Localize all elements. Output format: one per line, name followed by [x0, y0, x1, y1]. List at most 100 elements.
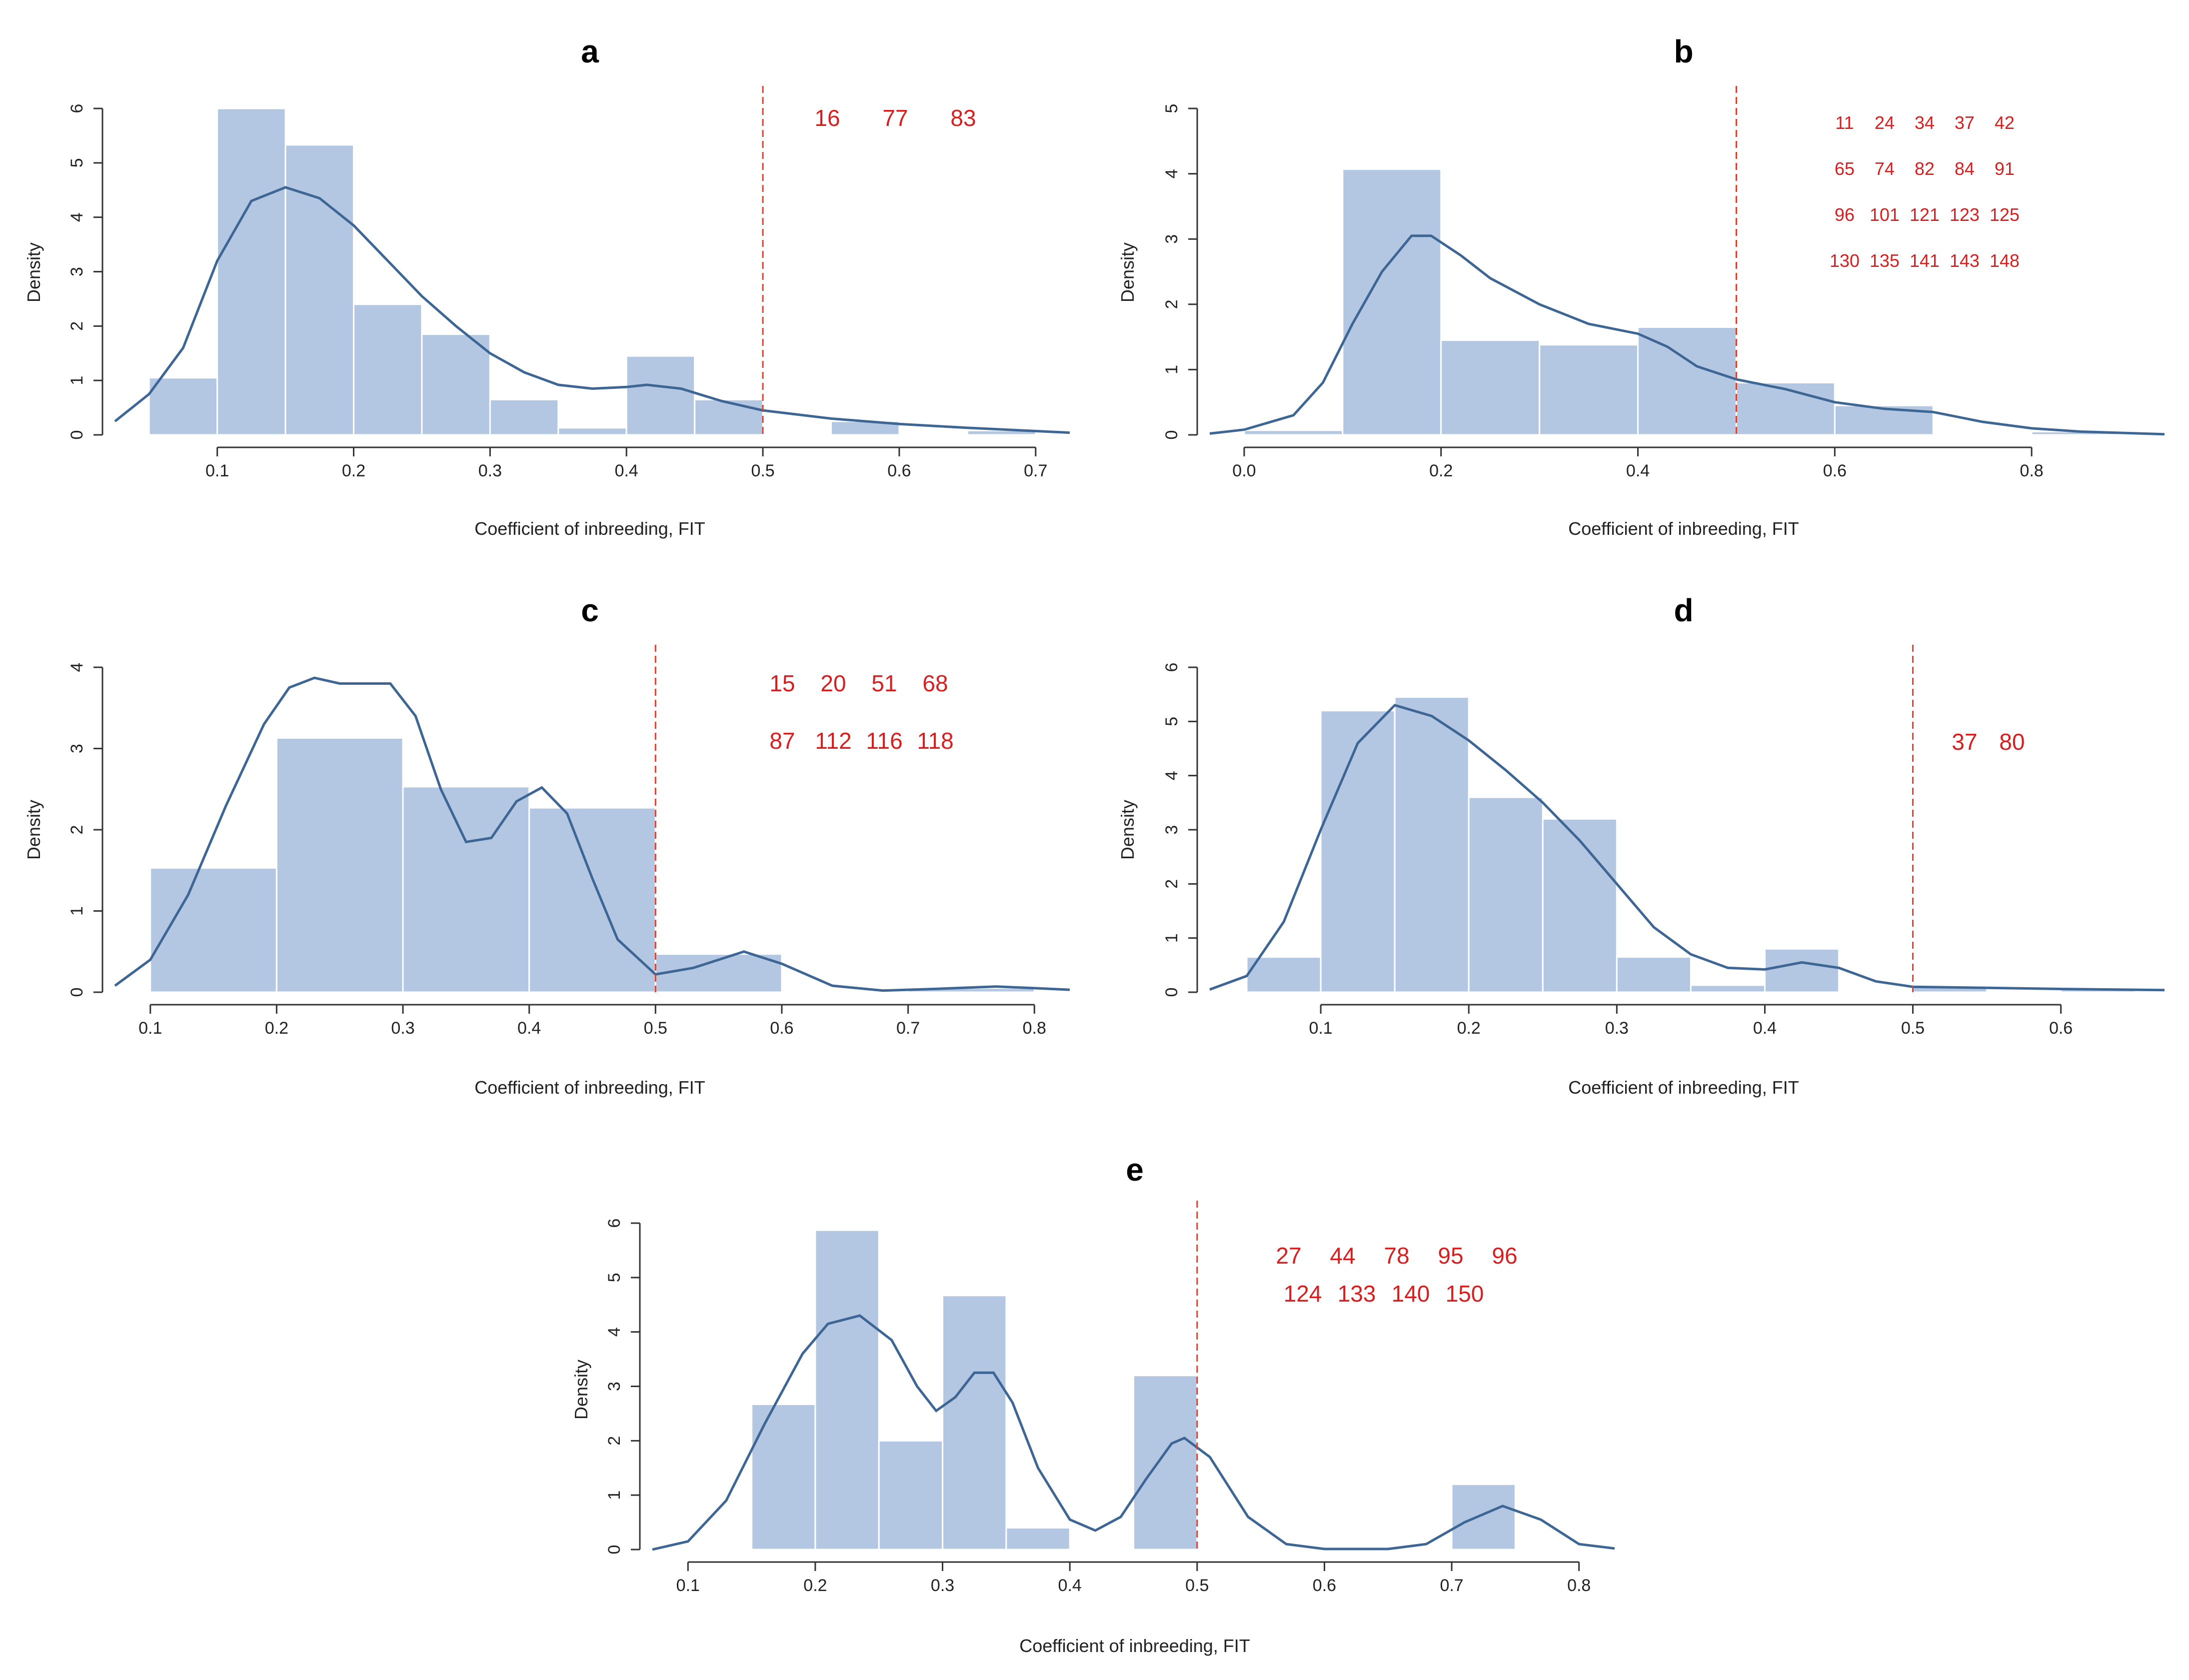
panel-letter: a	[581, 33, 599, 69]
histogram-bar	[421, 333, 491, 436]
histogram-bar	[489, 398, 559, 436]
sample-id-label: 116	[866, 728, 902, 754]
y-tick-label: 0	[1162, 430, 1181, 440]
sample-id-label: 143	[1950, 250, 1980, 271]
histogram-bar	[353, 303, 423, 436]
histogram-bar	[149, 867, 277, 993]
histogram-bar	[148, 377, 218, 436]
x-tick-label: 0.5	[644, 1019, 667, 1038]
x-tick-label: 0.5	[1185, 1576, 1209, 1595]
sample-id-label: 141	[1910, 250, 1940, 271]
y-tick-label: 2	[1162, 879, 1181, 889]
x-tick-label: 0.5	[1901, 1019, 1925, 1038]
y-tick-label: 4	[67, 663, 86, 672]
panel-b: b Coefficient of inbreeding, FIT Density…	[1117, 33, 2165, 539]
x-tick-label: 0.0	[1232, 461, 1256, 480]
y-tick-label: 5	[605, 1273, 624, 1282]
sample-id-label: 15	[769, 670, 795, 696]
histogram-bar	[814, 1229, 880, 1551]
y-tick-label: 0	[1162, 988, 1181, 997]
x-axis-label: Coefficient of inbreeding, FIT	[474, 1077, 705, 1098]
histogram-bar	[1440, 339, 1541, 436]
y-axis-label: Density	[571, 1360, 591, 1420]
y-tick-label: 3	[1162, 234, 1181, 244]
sample-id-label: 78	[1384, 1243, 1409, 1269]
y-tick-label: 0	[605, 1545, 624, 1555]
x-axis-label: Coefficient of inbreeding, FIT	[474, 518, 705, 539]
y-tick-label: 5	[1162, 104, 1181, 113]
y-tick-label: 3	[67, 267, 86, 276]
sample-id-label: 118	[917, 728, 953, 754]
sample-id-label: 150	[1446, 1281, 1484, 1307]
x-tick-label: 0.4	[1626, 461, 1650, 480]
x-tick-label: 0.8	[2020, 461, 2044, 480]
x-tick-label: 0.6	[770, 1019, 793, 1038]
x-tick-label: 0.4	[517, 1019, 541, 1038]
sample-id-label: 74	[1875, 158, 1895, 179]
y-tick-label: 3	[1162, 825, 1181, 835]
density-curve	[1209, 234, 2165, 436]
x-tick-label: 0.7	[1440, 1576, 1463, 1595]
histogram-bar	[1468, 796, 1544, 993]
sample-id-label: 11	[1835, 112, 1854, 133]
histogram-bar	[1616, 956, 1692, 993]
panel-d: d Coefficient of inbreeding, FIT Density…	[1117, 592, 2165, 1098]
histogram-bar	[1539, 344, 1639, 436]
sample-id-label: 123	[1950, 204, 1980, 225]
density-curve	[1209, 703, 2165, 992]
histogram-bar	[1394, 696, 1470, 993]
x-tick-label: 0.3	[1605, 1019, 1629, 1038]
x-tick-label: 0.2	[1457, 1019, 1481, 1038]
x-tick-label: 0.7	[1024, 461, 1047, 480]
y-tick-label: 3	[67, 744, 86, 753]
sample-id-label: 77	[882, 105, 908, 131]
sample-id-label: 42	[1995, 112, 2015, 133]
sample-id-label: 80	[1999, 729, 2025, 755]
x-tick-label: 0.3	[391, 1019, 414, 1038]
x-tick-label: 0.2	[342, 461, 365, 480]
sample-id-label: 135	[1870, 250, 1900, 271]
histogram-bar	[751, 1403, 816, 1551]
y-tick-label: 5	[67, 158, 86, 167]
y-tick-label: 2	[67, 321, 86, 331]
sample-id-label: 87	[769, 728, 795, 754]
sample-id-label: 83	[950, 105, 976, 131]
x-tick-label: 0.3	[931, 1576, 954, 1595]
panel-letter: e	[1126, 1152, 1144, 1188]
sample-id-label: 51	[871, 670, 897, 696]
sample-id-label: 133	[1338, 1281, 1376, 1307]
x-tick-label: 0.5	[751, 461, 774, 480]
histogram-bar	[216, 107, 286, 436]
x-tick-label: 0.2	[1429, 461, 1453, 480]
y-tick-label: 4	[605, 1327, 624, 1337]
panel-e: e Coefficient of inbreeding, FIT Density…	[571, 1152, 1615, 1656]
sample-id-label: 27	[1276, 1243, 1301, 1269]
sample-id-label: 44	[1330, 1243, 1355, 1269]
histogram-bar	[284, 144, 354, 436]
x-tick-label: 0.1	[205, 461, 229, 480]
sample-id-label: 95	[1438, 1243, 1463, 1269]
density-curve	[652, 1314, 1615, 1551]
x-tick-label: 0.4	[615, 461, 638, 480]
histogram-bar	[1690, 984, 1766, 993]
y-axis-label: Density	[1117, 800, 1138, 860]
y-tick-label: 0	[67, 430, 86, 440]
sample-id-label: 96	[1835, 204, 1855, 225]
histogram-bar	[275, 737, 404, 993]
y-tick-label: 4	[1162, 169, 1181, 178]
y-tick-label: 3	[605, 1382, 624, 1391]
x-tick-label: 0.4	[1058, 1576, 1082, 1595]
sample-id-label: 20	[820, 670, 846, 696]
y-axis-label: Density	[23, 800, 44, 860]
histogram-bar	[1342, 168, 1442, 436]
y-tick-label: 1	[605, 1491, 624, 1500]
sample-id-label: 101	[1870, 204, 1900, 225]
histogram-bar	[694, 398, 764, 436]
histogram-bar	[1451, 1483, 1516, 1551]
sample-id-label: 91	[1995, 158, 2015, 179]
y-tick-label: 0	[67, 988, 86, 997]
sample-id-label: 124	[1284, 1281, 1322, 1307]
sample-id-label: 82	[1915, 158, 1935, 179]
sample-id-label: 130	[1830, 250, 1860, 271]
histogram-bar	[1637, 326, 1737, 436]
